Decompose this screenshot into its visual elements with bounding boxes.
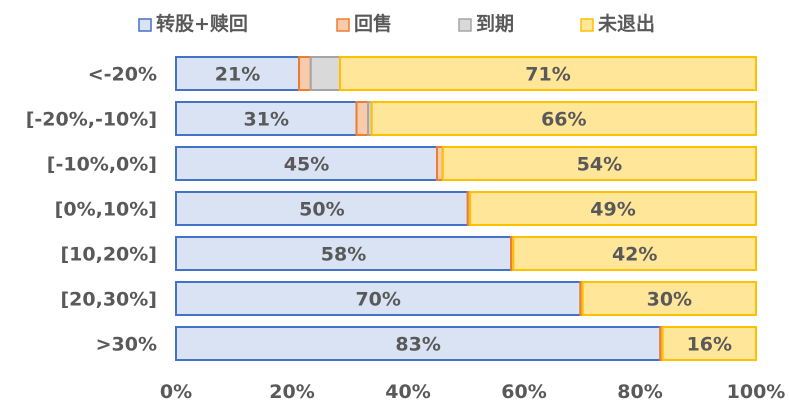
bar-segment: [469, 191, 757, 226]
data-label: 49%: [590, 199, 635, 221]
data-label: 42%: [612, 244, 657, 266]
x-tick-label: 80%: [617, 381, 662, 403]
data-label: 50%: [299, 199, 344, 221]
bar-segment: [355, 101, 370, 136]
data-label: 83%: [395, 334, 440, 356]
x-tick-label: 40%: [385, 381, 430, 403]
data-label: 16%: [687, 334, 732, 356]
data-label: 45%: [284, 154, 329, 176]
category-label: >30%: [96, 334, 157, 356]
bar-segment: [175, 56, 301, 91]
legend-swatch: [580, 18, 594, 32]
bar-segment: [581, 281, 758, 316]
bar-segment: [309, 56, 342, 91]
data-label: 70%: [355, 289, 400, 311]
category-label: [-20%,-10%]: [26, 109, 157, 131]
bar-segment: [512, 236, 758, 271]
category-label: [20,30%]: [60, 289, 157, 311]
x-tick-label: 20%: [269, 381, 314, 403]
x-axis-ticks: 0% 20% 40% 60% 80% 100%: [160, 381, 785, 403]
bar-segment: [370, 101, 757, 136]
bar-segment: [661, 326, 757, 361]
bar-segment: [441, 146, 757, 181]
category-label: <-20%: [88, 64, 157, 86]
data-label: 30%: [647, 289, 692, 311]
legend-swatch: [138, 18, 152, 32]
data-label: 71%: [525, 64, 570, 86]
legend-swatch: [336, 18, 350, 32]
data-label: 66%: [541, 109, 586, 131]
data-label: 31%: [244, 109, 289, 131]
data-label: 21%: [215, 64, 260, 86]
bar-segment: [175, 191, 469, 226]
bar-segment: [175, 146, 438, 181]
category-label: [0%,10%]: [55, 199, 157, 221]
chart-legend: 转股+赎回 回售 到期 未退出: [138, 12, 655, 35]
x-tick-label: 60%: [501, 381, 546, 403]
bar-segment: [175, 326, 662, 361]
legend-swatch: [458, 18, 472, 32]
data-label: 58%: [321, 244, 366, 266]
category-label: [10,20%]: [60, 244, 157, 266]
legend-label: 未退出: [597, 12, 655, 35]
x-tick-label: 100%: [727, 381, 786, 403]
category-label: [-10%,0%]: [47, 154, 157, 176]
bar-segment: [298, 56, 312, 91]
data-label: 54%: [577, 154, 622, 176]
bars: 21% 71% 31% 66% 45% 54% 50% 49% 58% 42% 70% 30% 83% 1…: [175, 56, 758, 361]
bar-segment: [175, 101, 358, 136]
bar-segment: [175, 236, 513, 271]
bar-segment: [339, 56, 757, 91]
y-axis-labels: <-20% [-20%,-10%] [-10%,0%] [0%,10%] [10,20%…: [26, 64, 157, 356]
legend-label: 到期: [476, 13, 514, 35]
x-tick-label: 0%: [160, 381, 192, 403]
legend-label: 回售: [354, 12, 392, 35]
legend-label: 转股+赎回: [156, 12, 248, 35]
